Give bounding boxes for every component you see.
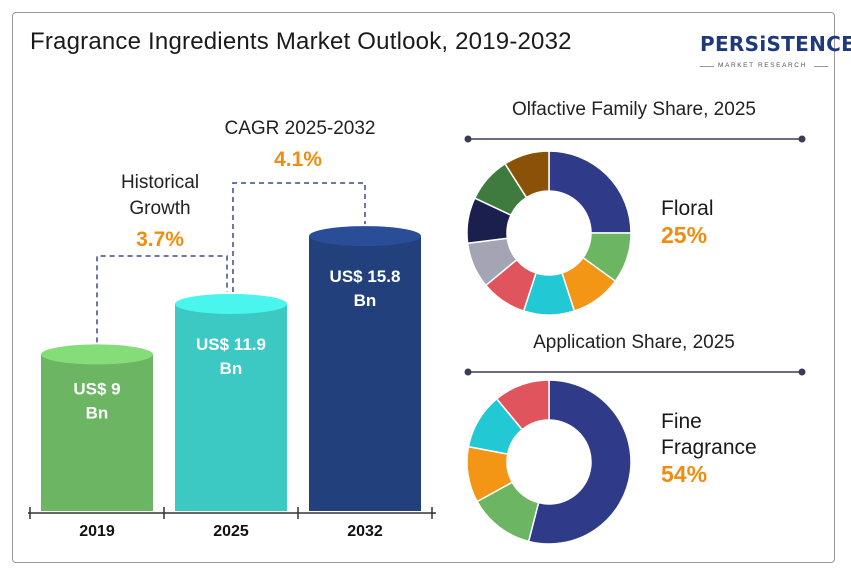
- brand-logo: PERSiSTENCE MARKET RESEARCH: [700, 32, 851, 74]
- donut-slice: [527, 379, 632, 545]
- donut-title: Olfactive Family Share, 2025: [512, 99, 756, 120]
- section-rule-dot: [798, 135, 806, 143]
- bar-top-2025: [175, 293, 287, 314]
- historical-growth-connector: [96, 255, 228, 343]
- highlight-label: Fragrance: [661, 436, 757, 459]
- bar-value-label: US$ 9: [73, 379, 120, 398]
- logo-rule-left: [700, 66, 714, 67]
- bar-top-2032: [309, 226, 421, 247]
- donut-slice: [504, 150, 550, 199]
- highlight-label: Fine: [661, 410, 702, 433]
- logo-wordmark: PERSiSTENCE: [700, 32, 851, 56]
- cagr-label: CAGR 2025-2032: [224, 118, 375, 139]
- logo-rule-right: [814, 66, 828, 67]
- donut-title: Application Share, 2025: [533, 332, 735, 353]
- bar-2032: [309, 236, 421, 511]
- logo-subtitle: MARKET RESEARCH: [718, 62, 807, 69]
- section-rule-dot: [464, 135, 472, 143]
- bar-value-label: Bn: [220, 359, 243, 378]
- highlight-label: Floral: [661, 197, 714, 220]
- bar-2025: [175, 303, 287, 511]
- historical-growth-label: Historical: [121, 172, 199, 193]
- x-tick-label: 2025: [213, 523, 249, 540]
- cagr-connector: [232, 182, 366, 292]
- bar-value-label: US$ 11.9: [196, 335, 266, 354]
- section-rule-dot: [464, 368, 472, 376]
- highlight-value: 54%: [661, 461, 707, 487]
- bar-top-2019: [41, 344, 153, 365]
- highlight-value: 25%: [661, 222, 707, 248]
- historical-growth-value: 3.7%: [136, 228, 184, 251]
- bar-value-label: Bn: [86, 403, 109, 422]
- bar-value-label: Bn: [354, 291, 377, 310]
- cagr-value: 4.1%: [274, 148, 322, 171]
- historical-growth-label: Growth: [129, 198, 190, 219]
- donut-slice: [495, 379, 550, 431]
- page-title: Fragrance Ingredients Market Outlook, 20…: [30, 28, 572, 55]
- bar-value-label: US$ 15.8: [330, 267, 401, 286]
- section-rule-dot: [798, 368, 806, 376]
- bar-2019: [41, 354, 153, 511]
- donut-slice: [548, 150, 632, 234]
- x-tick-label: 2019: [79, 523, 115, 540]
- x-tick-label: 2032: [347, 523, 383, 540]
